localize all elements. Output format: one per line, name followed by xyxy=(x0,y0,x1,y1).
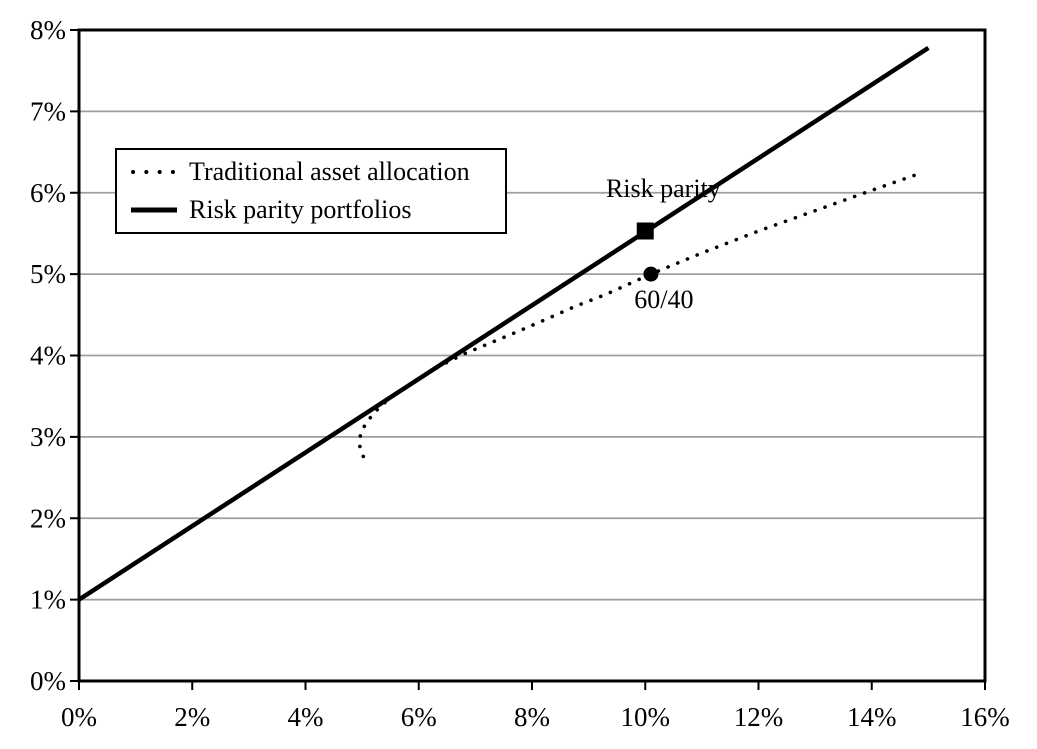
x-tick-label: 8% xyxy=(514,702,550,732)
y-tick-label: 0% xyxy=(30,666,66,696)
legend-item-traditional: Traditional asset allocation xyxy=(130,159,501,185)
y-tick-label: 4% xyxy=(30,341,66,371)
x-tick-label: 6% xyxy=(401,702,437,732)
legend-label-traditional: Traditional asset allocation xyxy=(189,157,470,186)
x-tick-label: 0% xyxy=(61,702,97,732)
marker-square xyxy=(636,222,654,240)
legend-item-risk-parity: Risk parity portfolios xyxy=(130,197,501,223)
legend-label-risk-parity: Risk parity portfolios xyxy=(189,195,412,224)
solid-line-icon xyxy=(131,207,177,213)
y-tick-label: 2% xyxy=(30,503,66,533)
y-tick-label: 7% xyxy=(30,96,66,126)
annotation-risk-parity: Risk parity xyxy=(605,173,721,203)
x-tick-label: 10% xyxy=(621,702,671,732)
dotted-line-icon xyxy=(131,170,178,174)
series-solid-line xyxy=(77,46,930,602)
x-tick-label: 16% xyxy=(960,702,1010,732)
x-tick-label: 14% xyxy=(847,702,897,732)
x-tick-label: 2% xyxy=(174,702,210,732)
y-tick-label: 3% xyxy=(30,422,66,452)
annotation-60-40: 60/40 xyxy=(634,285,694,315)
x-tick-label: 12% xyxy=(734,702,784,732)
y-tick-label: 6% xyxy=(30,178,66,208)
y-tick-label: 8% xyxy=(30,15,66,45)
legend: Traditional asset allocation Risk parity… xyxy=(115,148,507,234)
y-tick-label: 1% xyxy=(30,585,66,615)
y-tick-label: 5% xyxy=(30,259,66,289)
x-tick-label: 4% xyxy=(288,702,324,732)
marker-circle xyxy=(643,266,659,282)
